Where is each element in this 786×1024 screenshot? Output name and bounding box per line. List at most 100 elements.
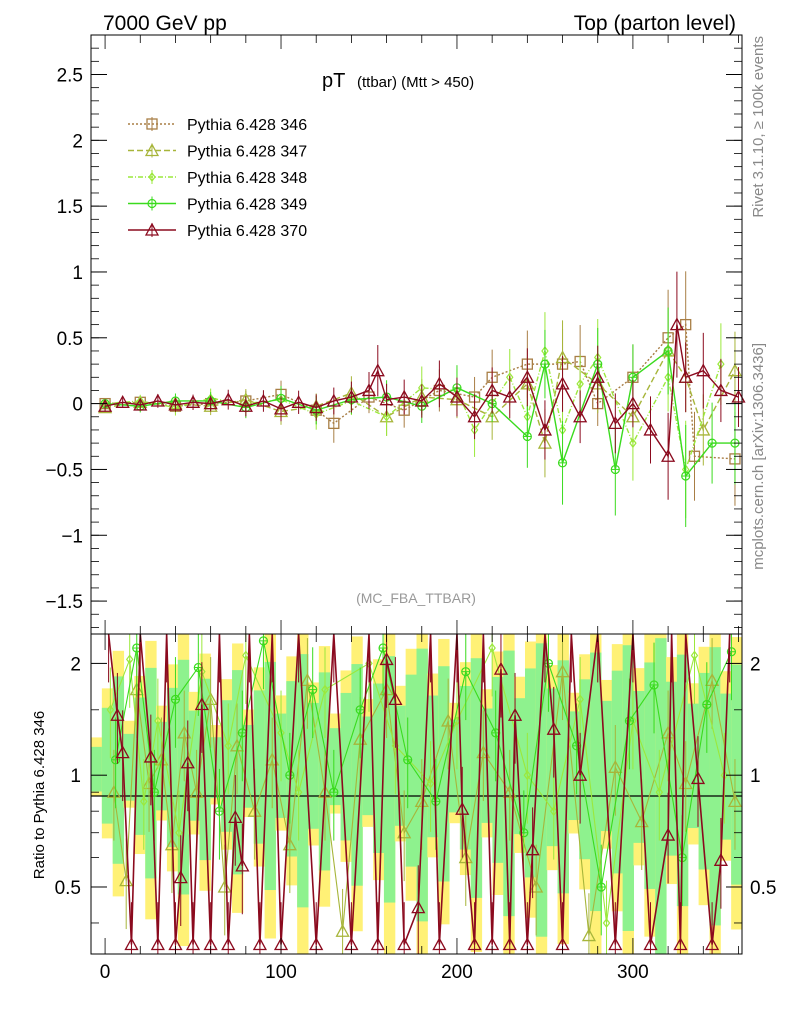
data-point [520, 369, 535, 383]
data-point [361, 383, 377, 397]
data-point [370, 363, 385, 377]
ratio-point [546, 721, 561, 735]
ratio-band-green [112, 676, 125, 864]
series-ratio [106, 634, 729, 954]
ratio-band-green [394, 705, 407, 826]
ratio-point [649, 680, 659, 690]
series-line [105, 323, 736, 460]
ratio-point [467, 937, 482, 951]
data-point [326, 393, 341, 407]
data-point [328, 417, 340, 430]
ratio-point [661, 827, 676, 841]
ratio-point [242, 650, 250, 661]
ratio-point [411, 900, 426, 914]
ratio-band-green [557, 660, 569, 894]
data-point [382, 411, 391, 422]
ratio-point [106, 704, 115, 715]
ratio-point [217, 879, 232, 893]
ratio-band-green [438, 666, 450, 882]
data-point [713, 383, 728, 397]
header-right: Top (parton level) [574, 12, 736, 35]
y-tick-label: 1.5 [57, 197, 83, 218]
ratio-point [488, 643, 496, 654]
ratio-band-green [470, 658, 483, 898]
data-point [432, 376, 447, 390]
ratio-point [185, 937, 201, 951]
main-plot-panel: −1.5 −1 −0.5 0 0.5 1 1.5 2 2.5 pT (ttbar) (Mtt >… [45, 34, 746, 635]
ratio-point [379, 652, 394, 666]
data-point [256, 393, 271, 407]
ratio-point [228, 809, 243, 823]
data-point [643, 422, 658, 436]
data-point [397, 389, 412, 403]
data-point [678, 369, 693, 383]
series-line [105, 350, 722, 473]
ratio-point [150, 937, 165, 951]
data-point [576, 378, 584, 389]
legend-label: Pythia 6.428 348 [187, 170, 307, 187]
data-point [540, 359, 550, 369]
ratio-band-green [101, 707, 114, 824]
ratio-point [493, 661, 509, 675]
ratio-point [247, 803, 262, 817]
ratio-point [690, 650, 699, 661]
ratio-point [461, 667, 471, 677]
legend-entry: Pythia 6.428 349 [128, 196, 307, 214]
ratio-point [140, 796, 148, 807]
ratio-point [596, 882, 606, 892]
ratio-point [529, 879, 544, 893]
ratio-point [106, 784, 121, 798]
ratio-point [713, 852, 728, 866]
ratio-point [549, 806, 558, 817]
ratio-band-green [199, 678, 211, 861]
y-tick-label: −1.5 [45, 592, 83, 613]
ratio-band-green [535, 643, 548, 937]
ratio-point [572, 741, 582, 751]
ratio-line [113, 671, 736, 936]
x-tick-label: 300 [617, 962, 649, 983]
ratio-band-green [503, 650, 515, 917]
data-point [185, 394, 201, 408]
ratio-point [177, 725, 192, 739]
data-point [291, 394, 306, 408]
ratio-point [727, 794, 743, 808]
ratio-band-green [340, 692, 352, 841]
side-label-rivet: Rivet 3.1.10, ≥ 100k events [750, 36, 767, 218]
ratio-line [109, 646, 725, 924]
ratio-point [608, 937, 623, 951]
ratio-point [455, 801, 470, 815]
y-tick-label: 0.5 [57, 329, 83, 350]
ratio-point [690, 771, 706, 785]
ratio-point [458, 850, 473, 864]
ratio-band-green [568, 711, 580, 821]
legend-marker [144, 143, 160, 157]
data-point [661, 448, 676, 462]
ratio-point [624, 716, 634, 726]
ratio-band-green [731, 664, 743, 885]
data-point [502, 389, 517, 403]
data-point [522, 431, 532, 442]
ratio-band-green [264, 661, 276, 891]
ratio-point [154, 752, 169, 766]
legend-label: Pythia 6.428 346 [187, 117, 307, 134]
ratio-point [329, 787, 339, 797]
data-point [663, 346, 673, 356]
data-point [203, 396, 218, 410]
ratio-band-green [383, 656, 396, 903]
ratio-point [704, 673, 720, 687]
ratio-point [237, 728, 247, 738]
ratio-band-green [188, 710, 200, 821]
ratio-point [608, 759, 623, 773]
ratio-point [164, 837, 180, 851]
ratio-point [277, 727, 285, 738]
data-point [696, 422, 711, 436]
ratio-y-tick-label-right: 0.5 [750, 878, 776, 899]
data-point [449, 389, 465, 403]
ratio-plot-panel: 0.5 0.5 1 1 2 2 0 100 200 300 Ratio to Pythia 6.4… [31, 633, 776, 983]
ratio-point [355, 705, 365, 715]
ratio-band-green [221, 700, 233, 832]
ratio-point [702, 699, 712, 710]
y-tick-label: 1 [72, 263, 83, 284]
ratio-band-green [666, 681, 678, 856]
legend-marker [147, 198, 157, 209]
